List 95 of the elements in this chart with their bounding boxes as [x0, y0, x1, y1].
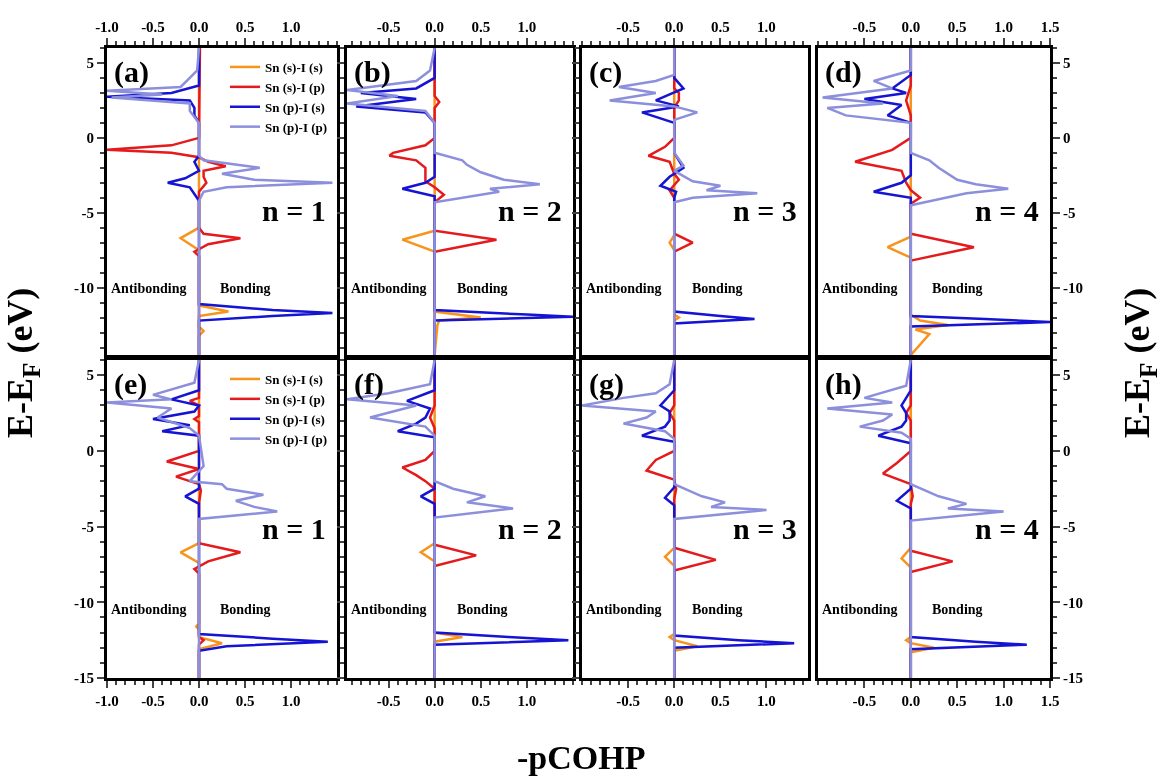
annotation: Antibonding: [351, 281, 427, 296]
legend-label: Sn (p)-I (s): [265, 99, 325, 115]
y-tick-label: 0: [86, 130, 94, 147]
x-tick-label: 0.5: [710, 19, 730, 35]
y-tick-label: -15: [1063, 670, 1083, 687]
x-tick-label: 0.0: [901, 19, 921, 35]
annotation: Bonding: [692, 281, 743, 296]
legend-label: Sn (p)-I (p): [265, 431, 328, 447]
annotation: Antibonding: [111, 602, 187, 617]
y-tick-label: -10: [1063, 594, 1083, 611]
y-tick-label: 5: [1063, 367, 1071, 384]
x-tick-label: -0.5: [616, 19, 640, 35]
x-tick-label: 1.0: [757, 693, 776, 709]
annotation: (h): [825, 367, 862, 401]
annotation: Bonding: [932, 602, 983, 617]
annotation: Bonding: [220, 602, 271, 617]
annotation: n = 1: [262, 512, 326, 545]
x-tick-label: 0.0: [189, 693, 209, 709]
y-tick-label: -15: [74, 670, 94, 687]
legend-label: Sn (s)-I (p): [265, 391, 325, 407]
annotation: n = 4: [975, 512, 1039, 545]
annotation: n = 3: [733, 512, 797, 545]
annotation: (g): [589, 367, 624, 401]
y-tick-label: -10: [74, 279, 94, 296]
annotation: (d): [825, 55, 862, 89]
y-tick-label: 0: [86, 443, 94, 460]
x-tick-label: 0.5: [471, 693, 491, 709]
x-tick-label: -0.5: [141, 19, 165, 35]
annotation: n = 2: [498, 194, 562, 227]
x-tick-label: -1.0: [95, 19, 119, 35]
annotation: Bonding: [932, 281, 983, 296]
annotation: (f): [354, 367, 384, 401]
annotation: Bonding: [692, 602, 743, 617]
x-tick-label: 1.0: [517, 19, 537, 35]
x-tick-label: 0.5: [947, 693, 967, 709]
annotation: Antibonding: [822, 602, 898, 617]
x-tick-label: -0.5: [616, 693, 640, 709]
y-tick-label: -5: [1063, 518, 1076, 535]
x-tick-label: -0.5: [141, 693, 165, 709]
x-tick-label: 1.0: [517, 693, 537, 709]
x-axis-title: -pCOHP: [517, 739, 646, 776]
x-tick-label: 1.0: [994, 693, 1013, 709]
legend-label: Sn (p)-I (p): [265, 119, 328, 135]
annotation: Antibonding: [586, 602, 662, 617]
annotation: n = 2: [498, 512, 562, 545]
annotation: Bonding: [220, 281, 271, 296]
y-tick-label: 5: [86, 55, 94, 72]
y-tick-label: 0: [1063, 443, 1071, 460]
legend-label: Sn (p)-I (s): [265, 411, 325, 427]
x-tick-label: 0.0: [425, 19, 445, 35]
x-tick-label: 0.5: [235, 19, 255, 35]
annotation: (a): [114, 55, 149, 89]
y-tick-label: 0: [1063, 130, 1071, 147]
legend-label: Sn (s)-I (s): [265, 60, 323, 76]
annotation: (e): [114, 367, 148, 401]
y-tick-label: 5: [86, 367, 94, 384]
y-tick-label: -10: [1063, 279, 1083, 296]
x-tick-label: 0.5: [710, 693, 730, 709]
x-tick-label: -0.5: [376, 693, 401, 709]
annotation: n = 4: [975, 194, 1039, 227]
y-tick-label: -10: [74, 594, 94, 611]
x-tick-label: 0.0: [664, 693, 684, 709]
annotation: n = 1: [262, 194, 326, 227]
x-tick-label: 0.0: [189, 19, 209, 35]
x-tick-label: 0.5: [471, 19, 491, 35]
annotation: Bonding: [457, 602, 508, 617]
x-tick-label: 1.0: [281, 19, 301, 35]
x-tick-label: 0.0: [901, 693, 921, 709]
annotation: Antibonding: [586, 281, 662, 296]
annotation: Antibonding: [351, 602, 427, 617]
x-tick-label: 1.0: [994, 19, 1013, 35]
x-tick-label: -1.0: [95, 693, 119, 709]
y-tick-label: -5: [81, 518, 94, 535]
x-tick-label: 0.0: [425, 693, 445, 709]
annotation: Antibonding: [111, 281, 187, 296]
annotation: Antibonding: [822, 281, 898, 296]
y-tick-label: -5: [1063, 204, 1076, 221]
x-tick-label: 0.5: [235, 693, 255, 709]
annotation: n = 3: [733, 194, 797, 227]
x-tick-label: 0.5: [947, 19, 967, 35]
legend-label: Sn (s)-I (s): [265, 372, 323, 388]
x-tick-label: 0.0: [664, 19, 684, 35]
legend-label: Sn (s)-I (p): [265, 79, 325, 95]
x-tick-label: 1.0: [757, 19, 776, 35]
y-tick-label: 5: [1063, 55, 1071, 72]
x-tick-label: -0.5: [852, 693, 877, 709]
annotation: (b): [354, 55, 391, 89]
x-tick-label: -0.5: [376, 19, 401, 35]
annotation: Bonding: [457, 281, 508, 296]
annotation: (c): [589, 55, 623, 89]
x-tick-label: 1.0: [281, 693, 301, 709]
y-tick-label: -5: [81, 204, 94, 221]
x-tick-label: -0.5: [852, 19, 877, 35]
x-tick-label: 1.5: [1040, 19, 1060, 35]
x-tick-label: 1.5: [1040, 693, 1060, 709]
